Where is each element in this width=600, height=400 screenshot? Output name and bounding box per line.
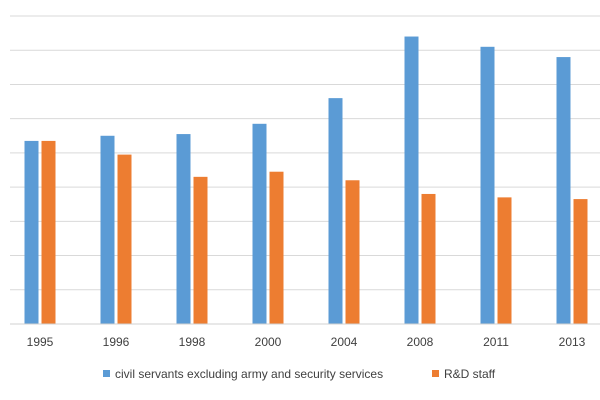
bar-rd-staff-2011 (497, 197, 512, 324)
legend-swatch-rd-staff (432, 370, 439, 377)
bar-rd-staff-2008 (421, 193, 436, 324)
x-tick-label-2011: 2011 (483, 335, 509, 349)
bar-civil-servants-2008 (404, 36, 419, 325)
legend-label-rd-staff: R&D staff (444, 367, 496, 381)
x-axis-tick-labels: 1995 1996 1998 2000 2004 2008 2011 2013 (27, 335, 586, 349)
bar-rd-staff-2000 (269, 171, 284, 324)
bar-civil-servants-1995 (24, 140, 39, 324)
bar-rd-staff-1998 (193, 176, 208, 324)
legend-label-civil-servants: civil servants excluding army and securi… (115, 367, 383, 381)
legend-swatch-civil-servants (103, 370, 110, 377)
x-tick-label-2000: 2000 (255, 335, 282, 349)
x-tick-label-2013: 2013 (559, 335, 586, 349)
bar-civil-servants-2013 (556, 57, 571, 325)
bar-civil-servants-2011 (480, 46, 495, 325)
bar-civil-servants-2004 (328, 98, 343, 324)
x-tick-label-1995: 1995 (27, 335, 54, 349)
x-tick-label-1998: 1998 (179, 335, 206, 349)
bar-rd-staff-2004 (345, 180, 360, 324)
bar-civil-servants-1998 (176, 134, 191, 324)
x-tick-label-2004: 2004 (331, 335, 358, 349)
bars (24, 36, 588, 325)
bar-rd-staff-1995 (41, 140, 56, 324)
x-tick-label-2008: 2008 (407, 335, 434, 349)
bar-civil-servants-1996 (100, 135, 115, 324)
bar-rd-staff-2013 (573, 199, 588, 324)
bar-civil-servants-2000 (252, 123, 267, 324)
x-tick-label-1996: 1996 (103, 335, 130, 349)
bar-rd-staff-1996 (117, 154, 132, 324)
legend: civil servants excluding army and securi… (103, 367, 496, 381)
